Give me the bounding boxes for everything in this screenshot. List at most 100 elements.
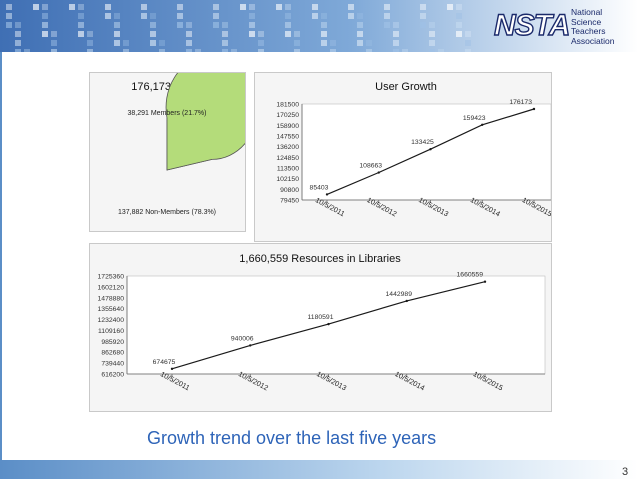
band-square xyxy=(6,22,12,28)
band-square xyxy=(222,31,228,37)
users-pie-chart: 176,173 Users 38,291 Members (21.7%)137,… xyxy=(118,73,245,216)
band-square xyxy=(249,22,255,28)
band-square xyxy=(177,22,183,28)
band-square xyxy=(123,40,129,46)
y-tick-label: 1232400 xyxy=(98,317,125,324)
band-square xyxy=(366,49,372,52)
y-tick-label: 1355640 xyxy=(98,306,125,313)
band-square xyxy=(420,22,426,28)
band-square xyxy=(186,40,192,46)
band-square xyxy=(384,22,390,28)
plot-area xyxy=(301,103,551,201)
data-point xyxy=(325,193,329,196)
band-square xyxy=(15,49,21,52)
band-square xyxy=(42,4,48,10)
band-square xyxy=(150,22,156,28)
data-point xyxy=(249,344,252,347)
band-square xyxy=(393,31,399,37)
band-square xyxy=(393,22,399,28)
logo-line: Teachers xyxy=(571,26,606,36)
users-pie-panel: 176,173 Users 38,291 Members (21.7%) 137,… xyxy=(89,72,246,232)
y-tick-label: 90800 xyxy=(280,187,299,194)
band-square xyxy=(186,49,192,52)
band-square xyxy=(456,22,462,28)
band-square xyxy=(393,49,399,52)
data-label: 133425 xyxy=(411,139,434,146)
data-point xyxy=(532,107,536,111)
band-square xyxy=(429,40,435,46)
band-squares xyxy=(6,4,471,52)
logo-line: Association xyxy=(571,35,615,46)
band-square xyxy=(465,31,471,37)
y-tick-label: 616200 xyxy=(101,372,124,379)
band-square xyxy=(330,49,336,52)
band-square xyxy=(159,49,165,52)
band-square xyxy=(429,22,435,28)
data-label: 176173 xyxy=(509,99,532,106)
data-label: 940006 xyxy=(231,335,254,342)
band-square xyxy=(285,13,291,19)
left-rule xyxy=(0,52,2,460)
data-label: 85403 xyxy=(310,184,329,191)
band-square xyxy=(258,31,264,37)
bottom-band xyxy=(0,460,638,479)
band-square xyxy=(114,13,120,19)
y-tick-label: 170250 xyxy=(276,112,299,119)
y-tick-label: 862680 xyxy=(101,350,124,357)
band-square xyxy=(123,49,129,52)
pie-label: 38,291 Members (21.7%) xyxy=(128,110,207,117)
band-square xyxy=(348,4,354,10)
logo-text: National Science Teachers Association xyxy=(571,7,615,46)
logo-line: Science xyxy=(571,16,602,27)
band-square xyxy=(258,49,264,52)
band-square xyxy=(240,4,246,10)
band-square xyxy=(42,13,48,19)
band-square xyxy=(249,13,255,19)
band-square xyxy=(105,4,111,10)
plot-area xyxy=(126,275,546,375)
band-square xyxy=(321,13,327,19)
band-square xyxy=(384,4,390,10)
band-square xyxy=(51,49,57,52)
band-square xyxy=(357,31,363,37)
band-square xyxy=(321,40,327,46)
band-square xyxy=(87,40,93,46)
band-square xyxy=(15,31,21,37)
band-square xyxy=(249,4,255,10)
y-tick-label: 136200 xyxy=(276,144,299,151)
band-square xyxy=(51,31,57,37)
y-tick-label: 1725360 xyxy=(98,274,125,281)
data-label: 159423 xyxy=(463,115,486,122)
resources-chart: 1,660,559 Resources in Libraries 1725360… xyxy=(98,253,546,392)
band-square xyxy=(114,31,120,37)
y-tick-label: 79450 xyxy=(280,198,299,205)
band-square xyxy=(186,31,192,37)
band-square xyxy=(150,40,156,46)
band-square xyxy=(402,49,408,52)
y-tick-label: 102150 xyxy=(276,176,299,183)
band-square xyxy=(114,40,120,46)
band-square xyxy=(33,4,39,10)
band-square xyxy=(87,31,93,37)
data-point xyxy=(170,367,174,371)
band-square xyxy=(24,49,30,52)
data-label: 1660559 xyxy=(457,272,484,279)
band-square xyxy=(357,40,363,46)
band-square xyxy=(105,13,111,19)
band-square xyxy=(330,40,336,46)
band-square xyxy=(114,22,120,28)
data-label: 1442989 xyxy=(386,291,413,298)
band-square xyxy=(222,40,228,46)
band-square xyxy=(357,13,363,19)
y-tick-label: 1602120 xyxy=(98,284,125,291)
y-tick-label: 181500 xyxy=(276,102,299,109)
band-square xyxy=(294,49,300,52)
pie-label: 137,882 Non-Members (78.3%) xyxy=(118,209,216,216)
band-square xyxy=(420,13,426,19)
nsta-logo: NSTA National Science Teachers Associati… xyxy=(493,6,634,48)
y-tick-label: 739440 xyxy=(101,361,124,368)
y-tick-label: 158900 xyxy=(276,123,299,130)
band-square xyxy=(348,13,354,19)
band-square xyxy=(231,49,237,52)
band-square xyxy=(78,13,84,19)
